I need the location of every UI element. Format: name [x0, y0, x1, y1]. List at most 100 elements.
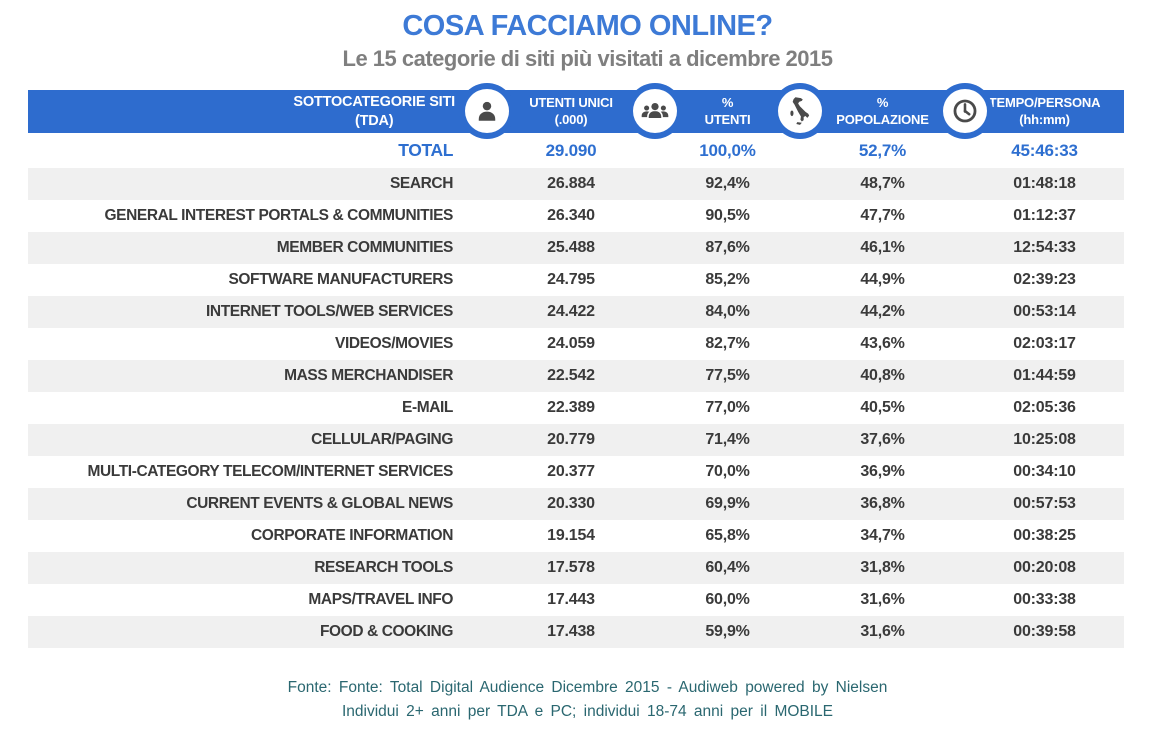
source-note: Fonte: Fonte: Total Digital Audience Dic… [0, 676, 1175, 724]
unique-users-cell: 24.059 [547, 335, 595, 352]
unique-users-cell: 22.542 [547, 367, 595, 384]
table-row: GENERAL INTEREST PORTALS & COMMUNITIES 2… [28, 200, 1124, 232]
pct-users-cell: 77,5% [705, 367, 750, 384]
time-per-person-cell: 00:57:53 [1013, 495, 1076, 512]
header-pct-users: % UTENTI [704, 94, 751, 127]
category-cell: MEMBER COMMUNITIES [276, 239, 454, 256]
pct-population-cell: 40,8% [860, 367, 905, 384]
pct-users-cell: 60,0% [705, 591, 750, 608]
pct-users-cell: 82,7% [705, 335, 750, 352]
page-subtitle: Le 15 categorie di siti più visitati a d… [342, 46, 834, 71]
time-per-person-cell: 01:48:18 [1013, 175, 1076, 192]
time-per-person-cell: 00:34:10 [1013, 463, 1076, 480]
category-cell: FOOD & COOKING [319, 623, 453, 640]
time-per-person-cell: 00:20:08 [1013, 559, 1076, 576]
unique-users-cell: 26.340 [547, 207, 595, 224]
category-cell: INTERNET TOOLS/WEB SERVICES [206, 303, 453, 320]
pct-users-cell: 90,5% [705, 207, 750, 224]
total-row: TOTAL 29.090 100,0% 52,7% 45:46:33 [28, 133, 1124, 168]
unique-users-cell: 17.578 [547, 559, 595, 576]
category-cell: CELLULAR/PAGING [311, 431, 453, 448]
time-per-person-cell: 01:12:37 [1013, 207, 1076, 224]
table-row: MAPS/TRAVEL INFO 17.443 60,0% 31,6% 00:3… [28, 584, 1124, 616]
pct-users-cell: 69,9% [705, 495, 750, 512]
pct-population-cell: 44,2% [860, 303, 905, 320]
table-row: VIDEOS/MOVIES 24.059 82,7% 43,6% 02:03:1… [28, 328, 1124, 360]
header-category-line2: (TDA) [354, 112, 394, 129]
category-cell: MULTI-CATEGORY TELECOM/INTERNET SERVICES [87, 463, 454, 480]
page-title: COSA FACCIAMO ONLINE? [402, 10, 773, 42]
category-cell: E-MAIL [402, 399, 453, 416]
pct-users-cell: 84,0% [705, 303, 750, 320]
pct-users-cell: 65,8% [705, 527, 750, 544]
unique-users-cell: 19.154 [547, 527, 595, 544]
header-category-line1: SOTTOCATEGORIE SITI [293, 94, 455, 111]
category-cell: CURRENT EVENTS & GLOBAL NEWS [186, 495, 453, 512]
unique-users-cell: 20.779 [547, 431, 595, 448]
header-unique-users: UTENTI UNICI (.000) [529, 94, 613, 127]
category-cell: SOFTWARE MANUFACTURERS [228, 271, 453, 288]
pct-population-cell: 36,9% [860, 463, 905, 480]
pct-population-cell: 37,6% [860, 431, 905, 448]
table-row: CORPORATE INFORMATION 19.154 65,8% 34,7%… [28, 520, 1124, 552]
unique-users-cell: 24.422 [547, 303, 595, 320]
pct-population-cell: 31,6% [860, 591, 905, 608]
unique-users-cell: 24.795 [547, 271, 595, 288]
pct-users-cell: 70,0% [705, 463, 750, 480]
pct-population-cell: 34,7% [860, 527, 905, 544]
total-pct-population: 52,7% [858, 140, 907, 160]
table-row: MULTI-CATEGORY TELECOM/INTERNET SERVICES… [28, 456, 1124, 488]
pct-users-cell: 92,4% [705, 175, 750, 192]
time-per-person-cell: 01:44:59 [1013, 367, 1076, 384]
time-per-person-cell: 00:39:58 [1013, 623, 1076, 640]
table-row: MEMBER COMMUNITIES 25.488 87,6% 46,1% 12… [28, 232, 1124, 264]
time-per-person-cell: 10:25:08 [1013, 431, 1076, 448]
table-row: CELLULAR/PAGING 20.779 71,4% 37,6% 10:25… [28, 424, 1124, 456]
table-header-row: SOTTOCATEGORIE SITI (TDA) UTENTI UNICI (… [28, 83, 1124, 139]
category-cell: CORPORATE INFORMATION [251, 527, 453, 544]
table-row: RESEARCH TOOLS 17.578 60,4% 31,8% 00:20:… [28, 552, 1124, 584]
time-per-person-cell: 00:53:14 [1013, 303, 1076, 320]
clock-icon [937, 83, 993, 139]
source-note-line2: Individui 2+ anni per TDA e PC; individu… [341, 703, 834, 721]
table-row: SOFTWARE MANUFACTURERS 24.795 85,2% 44,9… [28, 264, 1124, 296]
table-row: SEARCH 26.884 92,4% 48,7% 01:48:18 [28, 168, 1124, 200]
pct-users-cell: 85,2% [705, 271, 750, 288]
time-per-person-cell: 00:38:25 [1013, 527, 1076, 544]
category-cell: MAPS/TRAVEL INFO [308, 591, 453, 608]
category-cell: VIDEOS/MOVIES [335, 335, 453, 352]
person-icon [459, 83, 515, 139]
time-per-person-cell: 12:54:33 [1013, 239, 1076, 256]
time-per-person-cell: 02:03:17 [1013, 335, 1076, 352]
pct-users-cell: 77,0% [705, 399, 750, 416]
pct-population-cell: 40,5% [860, 399, 905, 416]
table-row: INTERNET TOOLS/WEB SERVICES 24.422 84,0%… [28, 296, 1124, 328]
category-cell: GENERAL INTEREST PORTALS & COMMUNITIES [104, 207, 454, 224]
pct-population-cell: 31,8% [860, 559, 905, 576]
source-note-line1: Fonte: Fonte: Total Digital Audience Dic… [287, 679, 888, 696]
pct-users-cell: 71,4% [705, 431, 750, 448]
category-cell: RESEARCH TOOLS [314, 559, 453, 576]
time-per-person-cell: 02:39:23 [1013, 271, 1076, 288]
unique-users-cell: 22.389 [547, 399, 595, 416]
total-unique-users: 29.090 [545, 140, 597, 160]
header-time-per-person: TEMPO/PERSONA (hh:mm) [988, 94, 1101, 127]
data-table: SOTTOCATEGORIE SITI (TDA) UTENTI UNICI (… [28, 83, 1124, 648]
table-row: CURRENT EVENTS & GLOBAL NEWS 20.330 69,9… [28, 488, 1124, 520]
pct-users-cell: 59,9% [705, 623, 750, 640]
table-row: MASS MERCHANDISER 22.542 77,5% 40,8% 01:… [28, 360, 1124, 392]
group-icon [627, 83, 683, 139]
pct-population-cell: 44,9% [860, 271, 905, 288]
unique-users-cell: 26.884 [547, 175, 595, 192]
pct-population-cell: 48,7% [860, 175, 905, 192]
total-label: TOTAL [398, 140, 453, 160]
pct-users-cell: 60,4% [705, 559, 750, 576]
time-per-person-cell: 02:05:36 [1013, 399, 1076, 416]
header-category: SOTTOCATEGORIE SITI (TDA) [28, 93, 487, 129]
pct-users-cell: 87,6% [705, 239, 750, 256]
unique-users-cell: 25.488 [547, 239, 595, 256]
pct-population-cell: 31,6% [860, 623, 905, 640]
pct-population-cell: 47,7% [860, 207, 905, 224]
pct-population-cell: 43,6% [860, 335, 905, 352]
